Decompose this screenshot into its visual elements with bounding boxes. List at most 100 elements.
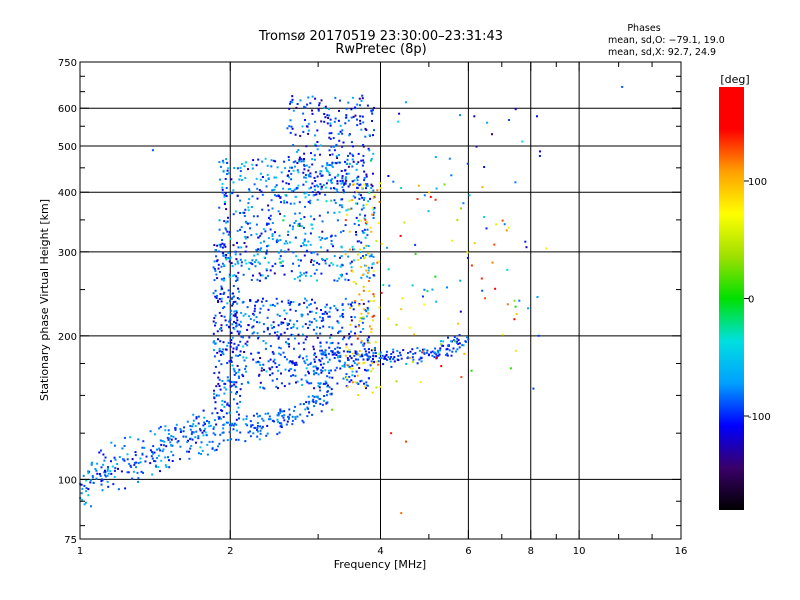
data-point [238,354,241,356]
data-point [261,160,264,163]
data-point [251,424,254,427]
data-point [326,390,329,393]
data-point [288,107,291,110]
data-point [319,326,321,329]
data-point [365,187,367,190]
data-point [338,360,341,363]
colorbar-tick-label: -100 [748,412,771,423]
data-point [228,260,231,263]
data-point [290,125,293,128]
data-point [337,351,340,354]
data-point [257,374,260,377]
data-point [241,301,244,304]
data-point [251,259,254,262]
data-point [275,176,278,179]
data-point [347,208,350,211]
data-point [361,164,364,167]
data-point [263,368,265,371]
data-point [113,456,116,459]
data-point [282,416,285,419]
data-point [217,250,220,253]
data-point [349,366,352,369]
data-point [392,348,395,351]
data-point [332,245,334,248]
data-point [336,219,339,222]
data-point [348,350,350,353]
data-point [367,312,370,315]
data-point [272,188,275,191]
data-point [230,359,233,362]
data-point [344,122,347,125]
data-point [280,261,282,264]
data-point [293,222,296,224]
data-point [218,243,221,246]
data-point [339,256,341,259]
data-point [219,245,222,248]
data-point [222,279,225,281]
data-point [218,298,221,300]
data-point [368,134,371,137]
data-point [319,170,322,173]
data-point [276,238,279,241]
data-point [279,408,282,411]
data-point [349,367,352,370]
data-point [85,501,87,504]
data-point [353,222,356,225]
data-point [368,280,370,282]
data-point [235,346,238,349]
data-point [230,178,233,181]
data-point [371,206,374,209]
data-point [286,342,289,345]
data-point [126,453,129,456]
data-point [345,376,347,379]
data-point [393,360,396,363]
data-point [359,256,362,259]
data-point [295,195,297,198]
data-point [293,347,295,350]
data-point [174,428,177,431]
data-point [190,444,193,447]
data-point [315,367,318,370]
data-point [470,369,473,372]
data-point [277,337,280,340]
data-point [297,184,300,187]
data-point [331,153,334,156]
data-point [360,276,363,279]
data-point [347,255,350,258]
data-point [321,258,323,260]
data-point [236,402,239,405]
data-point [100,466,103,469]
data-point [347,154,349,157]
data-point [167,433,170,435]
data-point [121,447,124,450]
data-point [156,448,159,451]
data-point [356,337,359,340]
data-point [239,212,242,214]
data-point [362,317,365,320]
data-point [213,260,216,263]
data-point [170,444,173,446]
data-point [280,300,283,303]
data-point [225,221,228,224]
data-point [434,275,437,278]
data-point [176,441,179,444]
data-point [257,299,260,302]
data-point [350,319,353,322]
data-point [246,344,249,347]
data-point [223,277,226,280]
data-point [392,180,395,183]
data-point [375,360,378,363]
data-point [261,208,264,211]
data-point [243,359,246,362]
data-point [275,241,278,244]
data-point [370,331,373,333]
data-point [280,382,283,385]
data-point [170,450,173,453]
data-point [303,105,305,108]
data-point [314,402,317,405]
data-point [331,326,334,329]
data-point [368,255,371,258]
data-point [305,180,308,183]
data-point [182,435,185,438]
data-point [355,358,357,361]
